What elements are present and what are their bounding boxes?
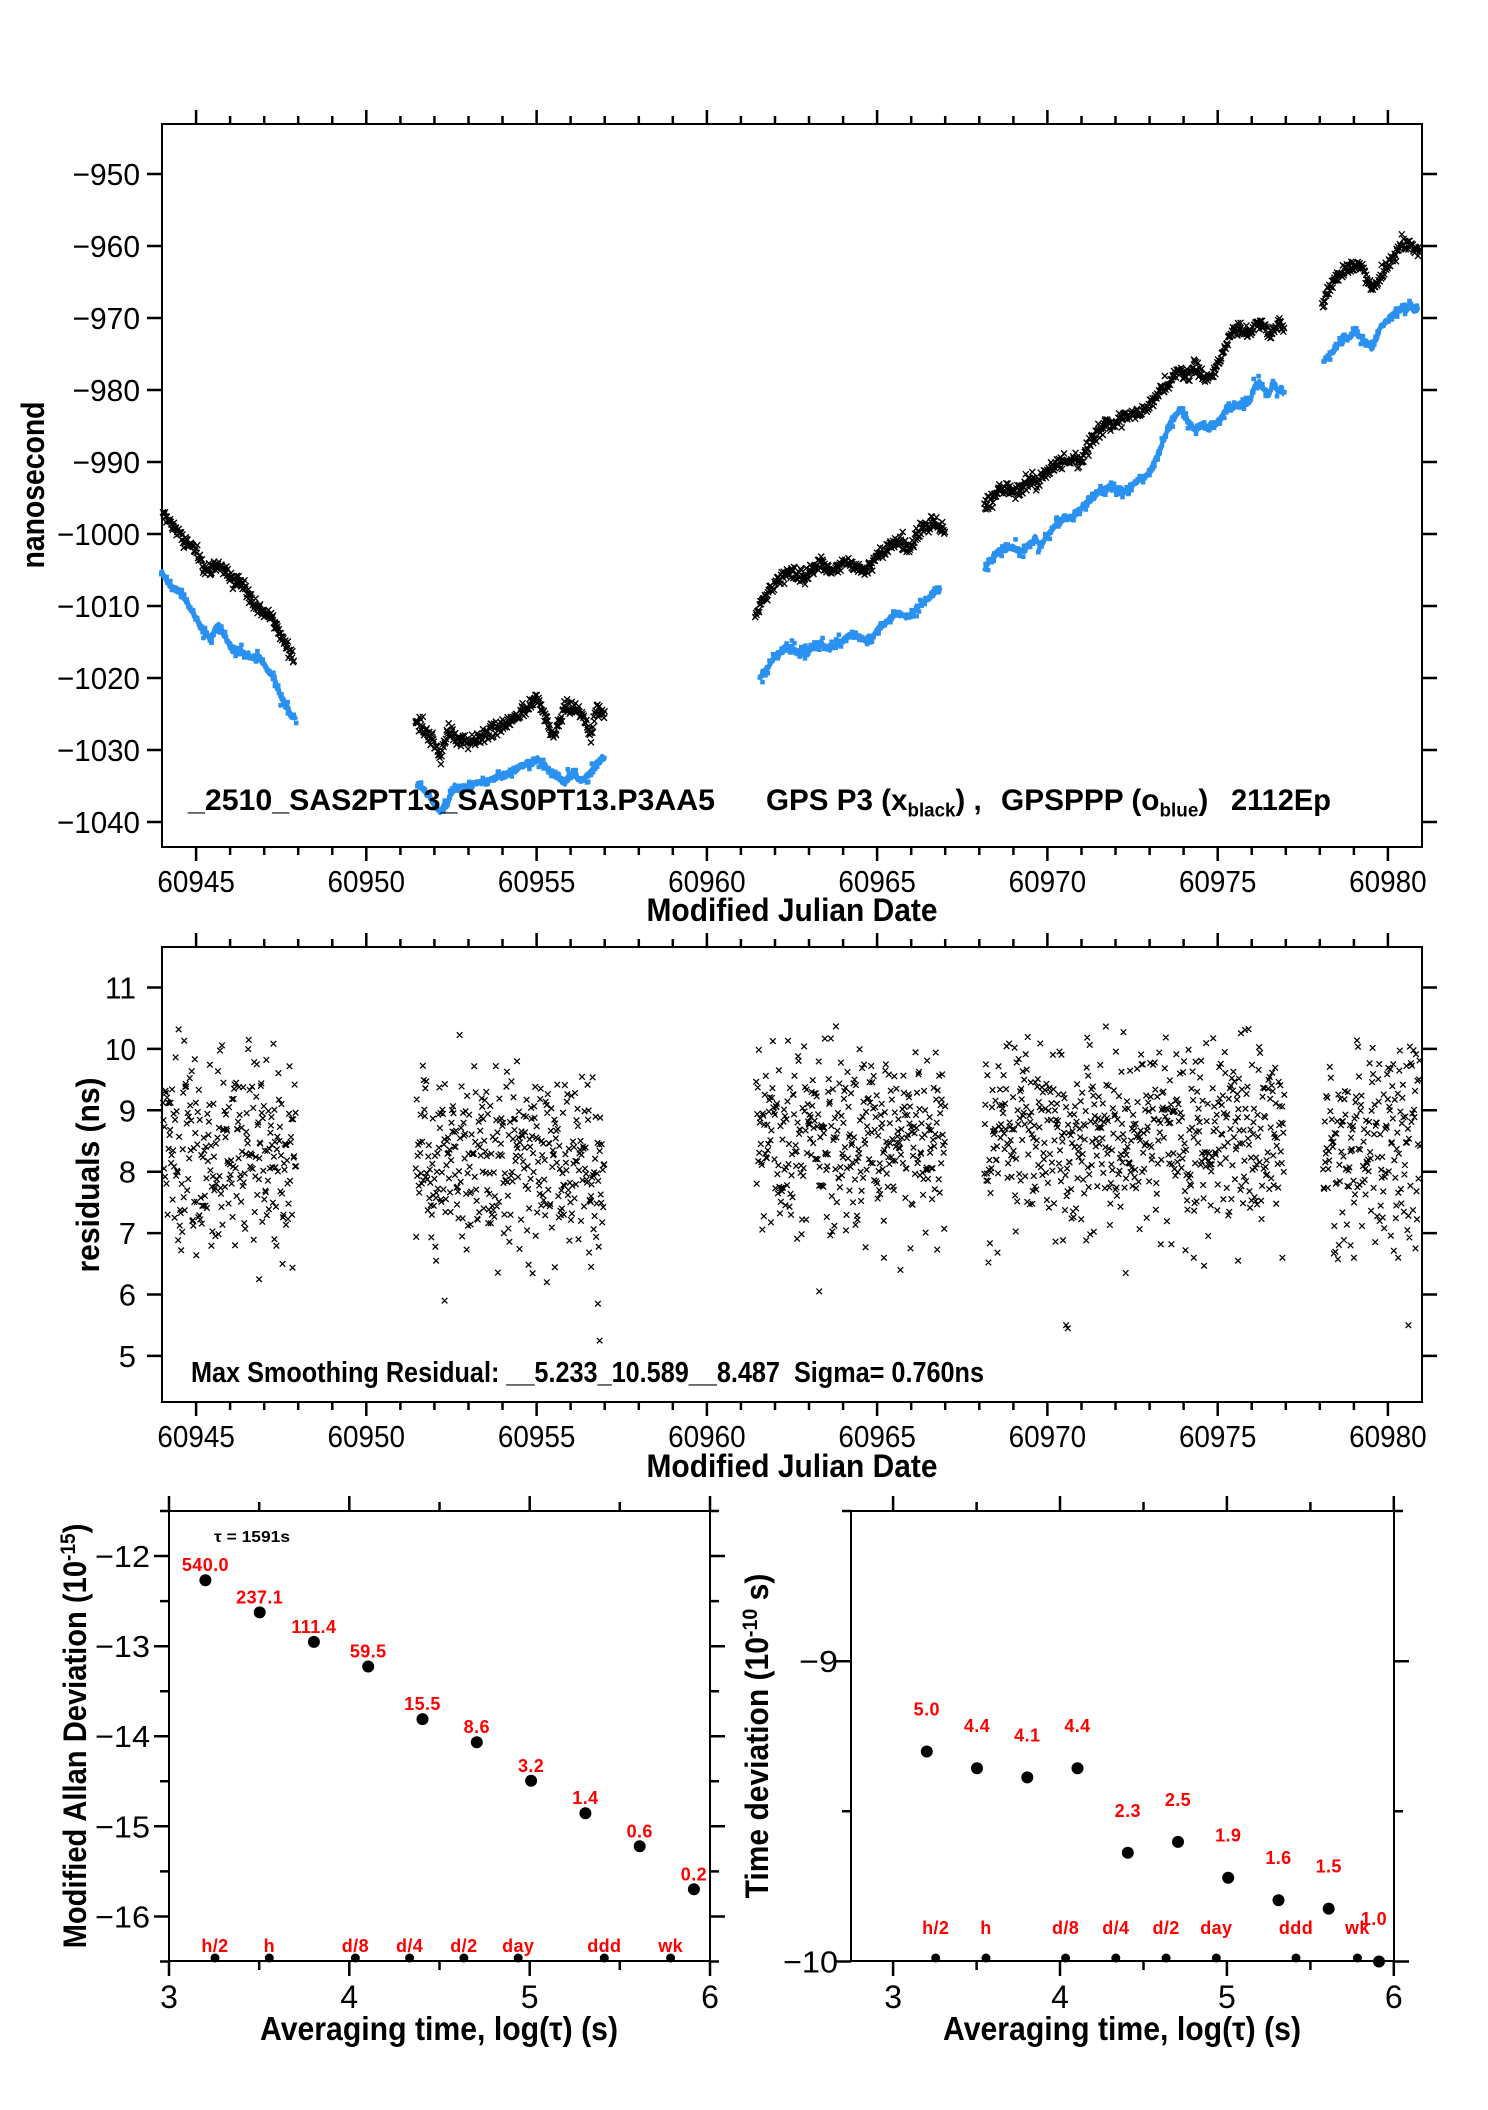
svg-text:540.0: 540.0	[182, 1555, 229, 1575]
svg-text:4.4: 4.4	[964, 1716, 990, 1736]
svg-text:−10: −10	[783, 1945, 838, 1980]
svg-text:−15: −15	[95, 1809, 150, 1844]
svg-text:5: 5	[521, 1979, 539, 2015]
svg-text:1.0: 1.0	[1361, 1909, 1387, 1929]
svg-text:60950: 60950	[328, 1419, 406, 1454]
svg-text:2.5: 2.5	[1165, 1790, 1191, 1810]
svg-text:10: 10	[105, 1032, 136, 1067]
svg-text:3: 3	[160, 1979, 178, 2015]
svg-text:d/8: d/8	[1052, 1918, 1079, 1938]
svg-text:4.1: 4.1	[1014, 1725, 1040, 1745]
svg-text:11: 11	[105, 971, 136, 1006]
svg-text:5.0: 5.0	[914, 1700, 940, 1720]
svg-text:Modified Julian Date: Modified Julian Date	[647, 892, 938, 928]
svg-text:5: 5	[119, 1339, 136, 1374]
svg-text:−16: −16	[95, 1900, 150, 1935]
svg-text:−1020: −1020	[57, 661, 140, 696]
svg-text:−950: −950	[73, 157, 141, 192]
svg-text:d/8: d/8	[342, 1936, 369, 1956]
svg-text:3.2: 3.2	[518, 1756, 544, 1776]
svg-text:wk: wk	[657, 1936, 683, 1956]
svg-text:2.3: 2.3	[1115, 1801, 1141, 1821]
svg-text:−960: −960	[73, 229, 141, 264]
svg-text:60945: 60945	[157, 864, 235, 899]
svg-text:d/4: d/4	[1102, 1918, 1129, 1938]
svg-text:1.9: 1.9	[1215, 1826, 1241, 1846]
svg-text:_2510_SAS2PT13_SAS0PT13.P3AA5: _2510_SAS2PT13_SAS0PT13.P3AA5	[187, 784, 715, 817]
svg-text:wk: wk	[1344, 1918, 1370, 1938]
svg-text:60980: 60980	[1349, 864, 1427, 899]
svg-text:h/2: h/2	[922, 1918, 949, 1938]
svg-text:d/2: d/2	[1152, 1918, 1179, 1938]
svg-text:−14: −14	[95, 1719, 150, 1754]
svg-text:60975: 60975	[1179, 864, 1257, 899]
svg-text:60970: 60970	[1009, 1419, 1087, 1454]
svg-text:−990: −990	[73, 445, 141, 480]
svg-text:8.6: 8.6	[464, 1717, 490, 1737]
svg-text:−1000: −1000	[57, 517, 140, 552]
svg-text:0.6: 0.6	[627, 1821, 653, 1841]
svg-text:1.4: 1.4	[572, 1788, 598, 1808]
svg-text:nanosecond: nanosecond	[15, 402, 51, 569]
svg-text:−1010: −1010	[57, 589, 140, 624]
svg-text:5: 5	[1218, 1979, 1236, 2015]
svg-text:60955: 60955	[498, 864, 576, 899]
svg-text:60965: 60965	[838, 1419, 916, 1454]
svg-text:6: 6	[1385, 1979, 1403, 2015]
svg-text:60960: 60960	[668, 1419, 746, 1454]
svg-text:−1040: −1040	[57, 805, 140, 840]
svg-text:day: day	[502, 1936, 534, 1956]
svg-text:59.5: 59.5	[350, 1642, 387, 1662]
svg-text:residuals (ns): residuals (ns)	[70, 1078, 106, 1273]
svg-text:τ = 1591s: τ = 1591s	[214, 1529, 290, 1546]
svg-text:−970: −970	[73, 301, 141, 336]
svg-text:d/4: d/4	[396, 1936, 423, 1956]
svg-text:8: 8	[119, 1155, 136, 1190]
svg-text:60965: 60965	[838, 864, 916, 899]
svg-text:Modified Julian Date: Modified Julian Date	[647, 1448, 938, 1484]
svg-text:3: 3	[884, 1979, 902, 2015]
svg-text:−1030: −1030	[57, 733, 140, 768]
svg-text:h/2: h/2	[201, 1936, 228, 1956]
svg-text:d/2: d/2	[450, 1936, 477, 1956]
svg-text:237.1: 237.1	[236, 1587, 283, 1607]
svg-text:2112Ep: 2112Ep	[1231, 784, 1331, 817]
svg-text:6: 6	[119, 1278, 136, 1313]
svg-text:−13: −13	[95, 1629, 150, 1664]
svg-text:1.5: 1.5	[1316, 1857, 1342, 1877]
svg-text:9: 9	[119, 1093, 136, 1128]
svg-text:Averaging time, log(τ) (s): Averaging time, log(τ) (s)	[260, 2010, 618, 2047]
svg-text:h: h	[980, 1918, 991, 1938]
svg-text:1.6: 1.6	[1265, 1848, 1291, 1868]
svg-text:−9: −9	[799, 1644, 838, 1679]
svg-text:day: day	[1200, 1918, 1232, 1938]
svg-text:4.4: 4.4	[1064, 1716, 1090, 1736]
svg-text:60980: 60980	[1349, 1419, 1427, 1454]
svg-text:Averaging time, log(τ) (s): Averaging time, log(τ) (s)	[943, 2010, 1301, 2047]
svg-text:−980: −980	[73, 373, 141, 408]
svg-text:h: h	[264, 1936, 275, 1956]
svg-text:Max Smoothing Residual: __5.23: Max Smoothing Residual: __5.233_10.589__…	[191, 1357, 984, 1389]
svg-text:ddd: ddd	[587, 1936, 621, 1956]
svg-text:−12: −12	[95, 1539, 150, 1574]
svg-text:6: 6	[701, 1979, 719, 2015]
svg-text:4: 4	[340, 1979, 358, 2015]
svg-text:0.2: 0.2	[681, 1864, 707, 1884]
svg-text:4: 4	[1051, 1979, 1069, 2015]
svg-text:60950: 60950	[328, 864, 406, 899]
svg-text:60970: 60970	[1009, 864, 1087, 899]
svg-text:60955: 60955	[498, 1419, 576, 1454]
svg-text:Modified Allan Deviation (10-1: Modified Allan Deviation (10-15)	[57, 1524, 93, 1949]
svg-text:ddd: ddd	[1279, 1918, 1313, 1938]
svg-text:15.5: 15.5	[404, 1694, 441, 1714]
svg-text:60945: 60945	[157, 1419, 235, 1454]
svg-text:60975: 60975	[1179, 1419, 1257, 1454]
svg-text:60960: 60960	[668, 864, 746, 899]
svg-text:111.4: 111.4	[291, 1617, 336, 1637]
svg-text:7: 7	[119, 1216, 136, 1251]
